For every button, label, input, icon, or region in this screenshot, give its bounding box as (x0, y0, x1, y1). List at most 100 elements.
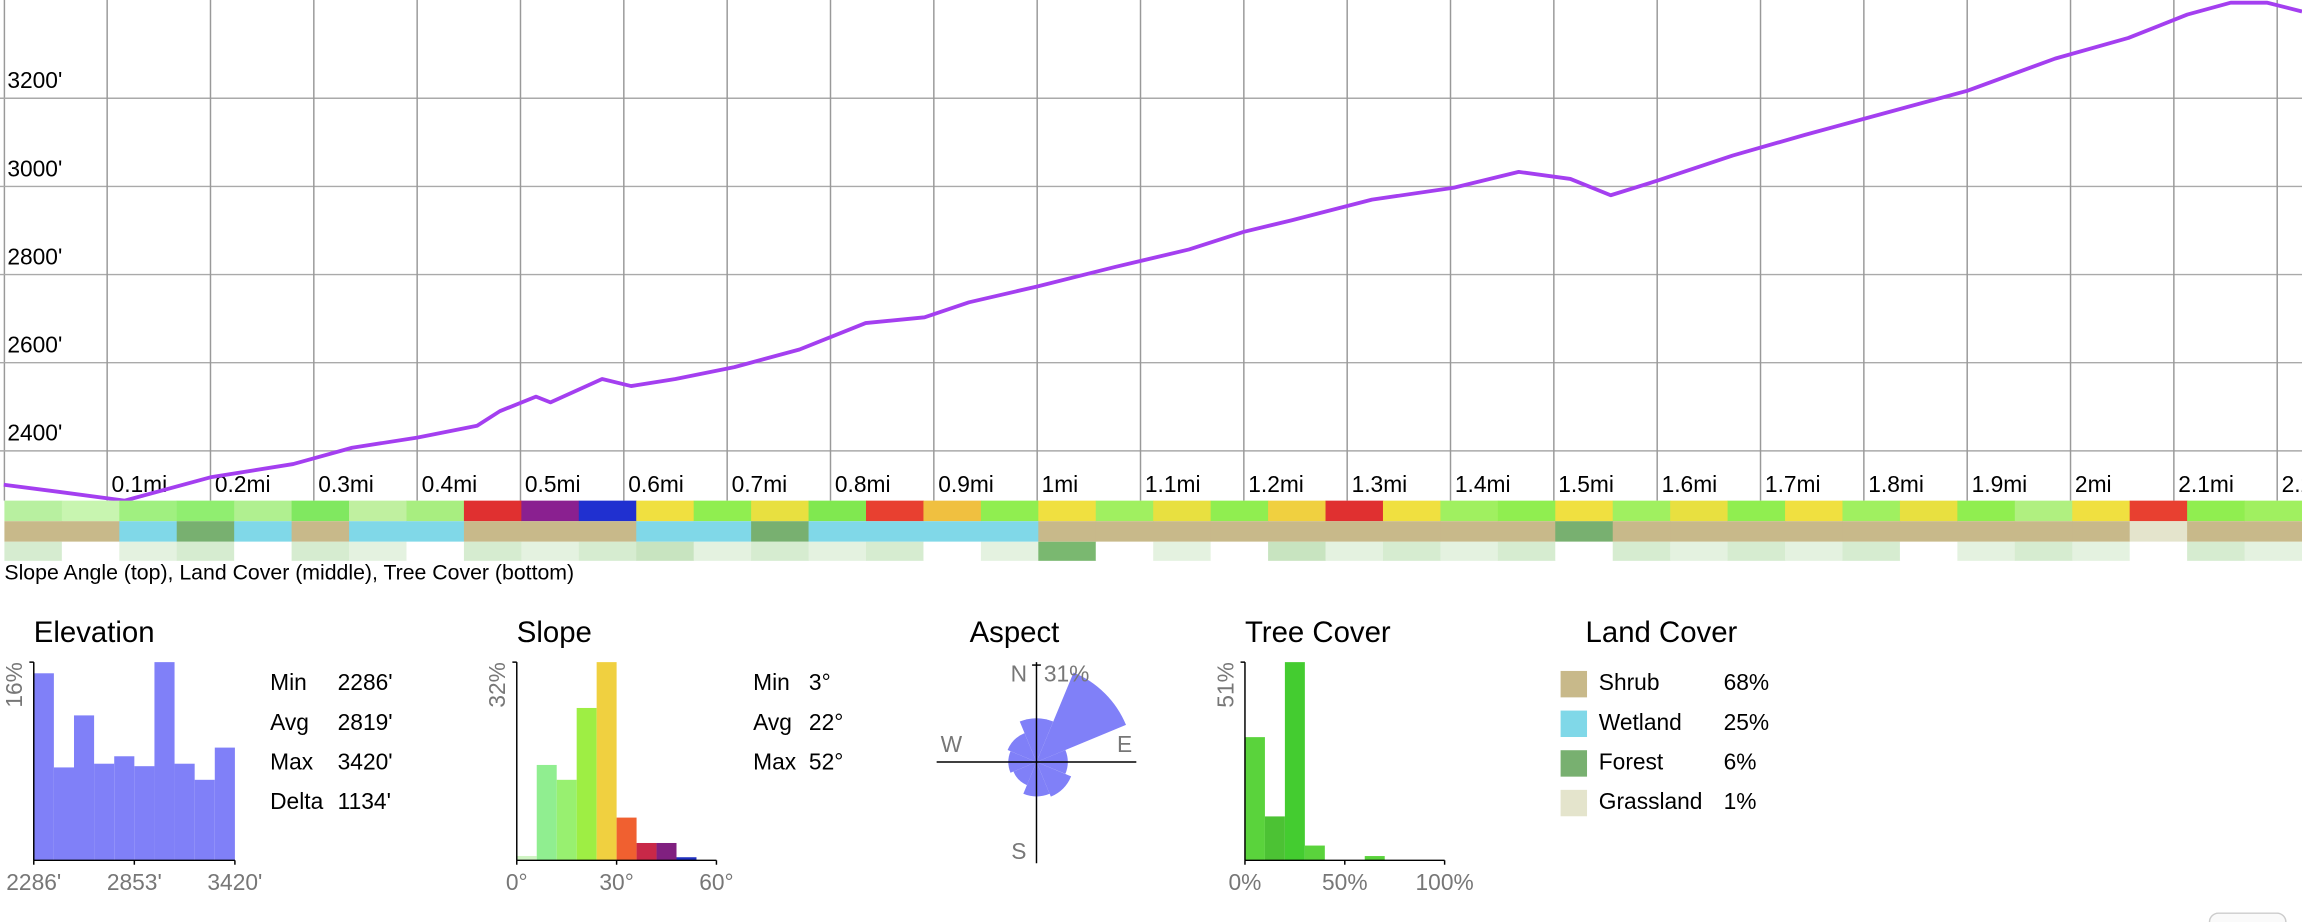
strip-cell (1612, 541, 1671, 561)
x-tick-label: 0.5mi (525, 471, 581, 497)
strip-cell (1957, 500, 2016, 522)
direction-label: E (1117, 731, 1132, 757)
strip-cell (1325, 521, 1384, 542)
strip-cell (1727, 541, 1786, 561)
strip-cell (2129, 500, 2188, 522)
elevation-line (3, 0, 2302, 503)
strip-cell (751, 500, 810, 522)
x-tick-label: 0.6mi (628, 471, 684, 497)
strip-cell (808, 541, 867, 561)
stat-label: Delta (270, 788, 323, 814)
stat-label: Avg (270, 709, 309, 735)
histogram-bar (1284, 662, 1305, 861)
strip-cell (866, 500, 924, 522)
legend-name: Grassland (1599, 788, 1703, 814)
strip-cell (463, 541, 522, 561)
x-tick-label: 0.9mi (938, 471, 994, 497)
histogram-bar (1264, 816, 1285, 861)
histogram-bar (516, 855, 537, 861)
strip-cell (406, 521, 465, 542)
stat-value: 22° (809, 709, 843, 735)
x-tick-label: 0.3mi (318, 471, 374, 497)
strip-cell (1440, 541, 1499, 561)
stat-label: Min (753, 669, 790, 695)
y-tick-label: 32% (484, 662, 510, 708)
y-tick-label: 2800' (7, 243, 62, 269)
strip-cell (751, 541, 810, 561)
histogram-bar (194, 779, 215, 861)
histogram-bar (134, 766, 155, 861)
strip-cell (176, 521, 235, 542)
strip-cell (751, 521, 810, 542)
stat-value: 52° (809, 748, 843, 774)
strip-cell (349, 541, 407, 561)
strip-cell (1382, 500, 1441, 522)
strip-cell (1210, 541, 1269, 561)
panel-title: Elevation (34, 616, 155, 649)
strip-cell (1095, 521, 1154, 542)
strip-cell (1497, 521, 1556, 542)
strip-cell (1268, 521, 1326, 542)
panel-title: Slope (517, 616, 592, 649)
histogram-bar (556, 779, 577, 861)
strip-cell (291, 521, 350, 542)
stat-value: 3420' (338, 748, 393, 774)
stat-label: Avg (753, 709, 792, 735)
strip-cell (980, 521, 1039, 542)
aspect-petal (1007, 733, 1037, 762)
strip-cell (1957, 521, 2016, 542)
strip-cell (1038, 500, 1097, 522)
panel-title: Tree Cover (1245, 616, 1391, 649)
strip-cell (636, 541, 695, 561)
x-tick-label: 50% (1322, 869, 1368, 895)
strip-cell (1670, 521, 1729, 542)
strip-cell (2244, 541, 2302, 561)
x-tick-label: 1.3mi (1352, 471, 1408, 497)
strip-cell (866, 541, 924, 561)
strip-cell (4, 541, 63, 561)
strip-cell (406, 541, 465, 561)
y-tick-label: 2600' (7, 332, 62, 358)
strip-cell (1555, 500, 1614, 522)
strip-cell (2187, 500, 2246, 522)
direction-label: S (1011, 838, 1026, 864)
direction-label: N (1011, 660, 1027, 686)
y-tick-label: 3200' (7, 67, 62, 93)
strip-cell (1440, 500, 1499, 522)
strip-cell (1497, 500, 1556, 522)
y-tick-label: 2400' (7, 420, 62, 446)
strip-cell (808, 500, 867, 522)
strip-cell (1727, 500, 1786, 522)
legend-name: Shrub (1599, 669, 1660, 695)
strip-cell (923, 500, 982, 522)
strip-cell (4, 500, 63, 522)
strip-cell (2129, 541, 2188, 561)
stat-value: 2286' (338, 669, 393, 695)
strip-cell (1899, 541, 1958, 561)
strip-cell (1842, 521, 1901, 542)
strip-cell (1268, 541, 1326, 561)
strip-cell (521, 500, 580, 522)
histogram-bar (676, 857, 697, 861)
x-tick-label: 2286' (6, 869, 61, 895)
corner-button[interactable] (2208, 912, 2287, 922)
strip-cell (1382, 521, 1441, 542)
histogram-bar (656, 842, 677, 861)
legend-percent: 68% (1724, 669, 1770, 695)
strip-cell (923, 521, 982, 542)
stat-label: Min (270, 669, 307, 695)
strip-cell (636, 500, 695, 522)
histogram-bar (214, 747, 235, 861)
strip-cell (2072, 521, 2131, 542)
strip-cell (578, 521, 637, 542)
x-tick-label: 3420' (207, 869, 262, 895)
panel-title: Aspect (970, 616, 1060, 649)
panel-title: Land Cover (1586, 616, 1738, 649)
strip-cell (1555, 541, 1614, 561)
x-tick-label: 30° (599, 869, 633, 895)
strip-cell (119, 541, 178, 561)
strip-cell (1038, 521, 1097, 542)
strip-cell (119, 521, 178, 542)
legend-percent: 1% (1724, 788, 1757, 814)
stat-label: Max (270, 748, 314, 774)
